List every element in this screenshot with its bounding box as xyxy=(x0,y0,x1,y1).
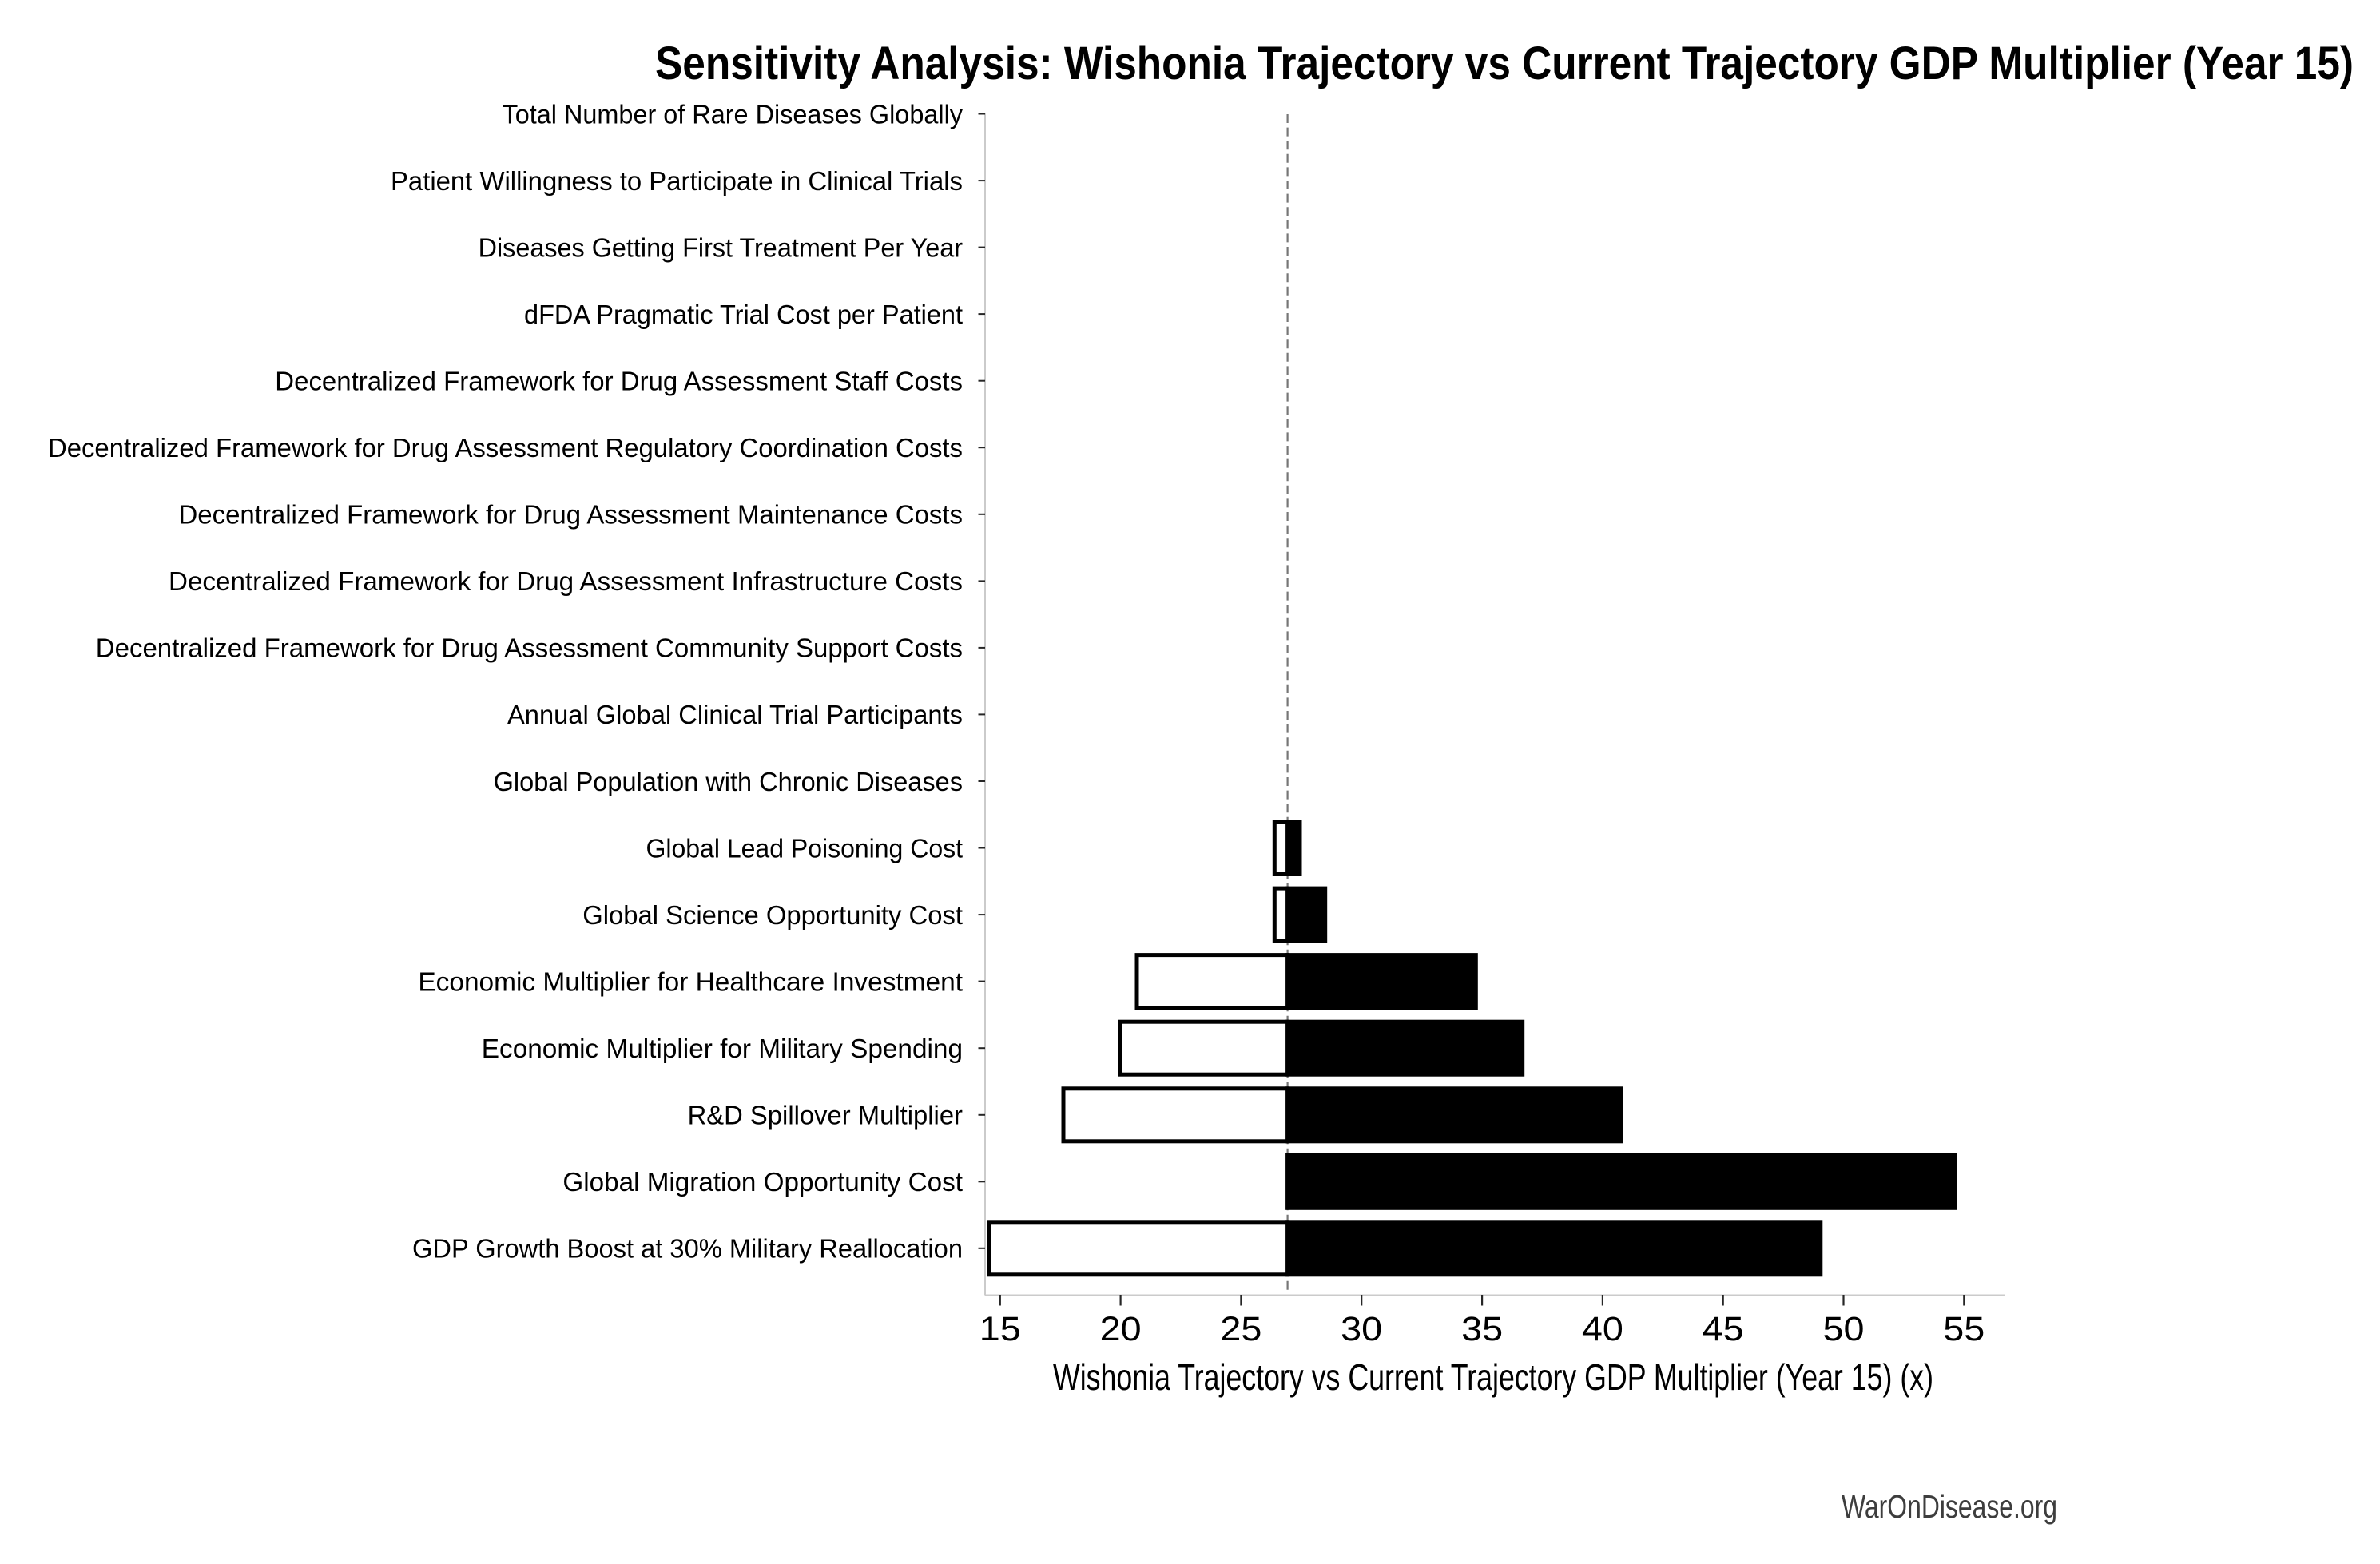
svg-text:Decentralized Framework for Dr: Decentralized Framework for Drug Assessm… xyxy=(179,500,964,530)
svg-text:Annual Global Clinical Trial P: Annual Global Clinical Trial Participant… xyxy=(507,700,963,729)
svg-text:35: 35 xyxy=(1461,1310,1503,1348)
svg-text:Wishonia Trajectory vs Current: Wishonia Trajectory vs Current Trajector… xyxy=(1053,1356,1933,1398)
svg-text:Decentralized Framework for Dr: Decentralized Framework for Drug Assessm… xyxy=(96,633,963,663)
svg-text:WarOnDisease.org: WarOnDisease.org xyxy=(1842,1488,2057,1525)
svg-text:25: 25 xyxy=(1220,1310,1262,1348)
svg-text:Economic Multiplier for Milita: Economic Multiplier for Military Spendin… xyxy=(482,1034,963,1063)
svg-text:55: 55 xyxy=(1943,1310,1985,1348)
svg-text:R&D Spillover Multiplier: R&D Spillover Multiplier xyxy=(688,1101,963,1130)
svg-text:Decentralized Framework for Dr: Decentralized Framework for Drug Assessm… xyxy=(169,566,963,596)
svg-text:Decentralized Framework for Dr: Decentralized Framework for Drug Assessm… xyxy=(275,367,963,396)
svg-text:Diseases Getting First Treatme: Diseases Getting First Treatment Per Yea… xyxy=(479,232,963,262)
svg-text:dFDA Pragmatic Trial Cost per: dFDA Pragmatic Trial Cost per Patient xyxy=(524,300,963,329)
svg-text:Patient Willingness to Partici: Patient Willingness to Participate in Cl… xyxy=(391,166,963,196)
svg-text:Total Number of Rare Diseases: Total Number of Rare Diseases Globally xyxy=(503,99,964,129)
svg-text:30: 30 xyxy=(1341,1310,1382,1348)
svg-text:Global Population with Chronic: Global Population with Chronic Diseases xyxy=(494,767,963,796)
svg-text:15: 15 xyxy=(979,1310,1021,1348)
svg-text:Decentralized Framework for Dr: Decentralized Framework for Drug Assessm… xyxy=(48,433,963,462)
svg-text:Economic Multiplier for Health: Economic Multiplier for Healthcare Inves… xyxy=(418,967,963,996)
svg-text:40: 40 xyxy=(1582,1310,1623,1348)
svg-text:Global Migration Opportunity C: Global Migration Opportunity Cost xyxy=(562,1167,963,1197)
svg-text:Global Lead Poisoning Cost: Global Lead Poisoning Cost xyxy=(646,833,964,863)
svg-text:20: 20 xyxy=(1100,1310,1142,1348)
svg-text:45: 45 xyxy=(1703,1310,1744,1348)
svg-text:Global Science Opportunity Cos: Global Science Opportunity Cost xyxy=(582,900,963,930)
svg-text:Sensitivity Analysis: Wishonia: Sensitivity Analysis: Wishonia Trajector… xyxy=(655,38,2354,89)
svg-text:GDP Growth Boost at 30% Milita: GDP Growth Boost at 30% Military Realloc… xyxy=(412,1234,963,1264)
svg-text:50: 50 xyxy=(1823,1310,1865,1348)
